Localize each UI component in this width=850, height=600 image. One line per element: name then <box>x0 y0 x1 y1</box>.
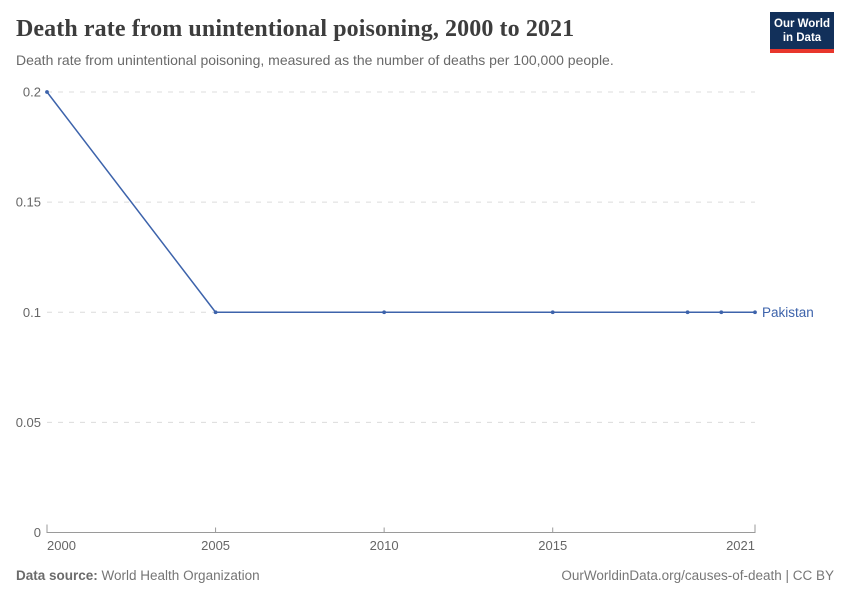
x-axis-tick-label-2000: 2000 <box>47 538 76 553</box>
data-point-pakistan-2015[interactable] <box>550 310 555 315</box>
x-axis-tick-label-2005: 2005 <box>201 538 230 553</box>
y-axis-tick-label-0.05: 0.05 <box>16 415 41 430</box>
data-source-label: Data source: <box>16 568 98 583</box>
data-point-pakistan-2000[interactable] <box>45 90 49 94</box>
chart-subtitle: Death rate from unintentional poisoning,… <box>16 52 614 68</box>
x-axis-tick-label-2021: 2021 <box>726 538 755 553</box>
x-axis-line <box>46 524 756 533</box>
y-axis-tick-label-0: 0 <box>34 525 41 540</box>
data-point-pakistan-2020[interactable] <box>719 310 724 315</box>
y-axis-tick-label-0.1: 0.1 <box>23 305 41 320</box>
data-source-value: World Health Organization <box>97 568 260 583</box>
y-axis-tick-label-0.2: 0.2 <box>23 85 41 100</box>
owid-logo-line2: in Data <box>782 32 822 44</box>
chart-footer: Data source: World Health Organization O… <box>16 568 834 583</box>
x-axis-tick-label-2010: 2010 <box>370 538 399 553</box>
owid-logo-line1: Our World <box>774 18 831 30</box>
chart-header: Death rate from unintentional poisoning,… <box>16 14 756 69</box>
data-point-pakistan-2021[interactable] <box>753 310 757 315</box>
data-source-note: Data source: World Health Organization <box>16 568 260 583</box>
chart-title: Death rate from unintentional poisoning,… <box>16 16 575 42</box>
credit-link[interactable]: OurWorldinData.org/causes-of-death | CC … <box>561 568 834 583</box>
data-point-pakistan-2005[interactable] <box>213 310 218 315</box>
y-axis-tick-label-0.15: 0.15 <box>16 195 41 210</box>
x-axis-tick-label-2015: 2015 <box>538 538 567 553</box>
data-point-pakistan-2010[interactable] <box>382 310 387 315</box>
owid-logo[interactable]: Our World in Data <box>770 12 834 53</box>
series-label-pakistan[interactable]: Pakistan <box>762 305 814 320</box>
data-point-pakistan-2019[interactable] <box>685 310 690 315</box>
